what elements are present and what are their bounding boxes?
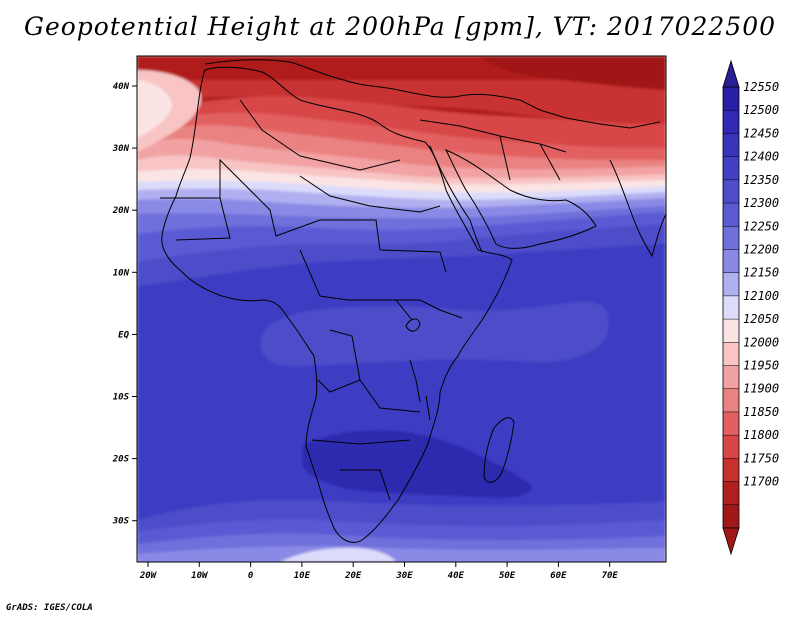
- band-nw-lighter: [137, 80, 172, 138]
- colorbar-label: 11900: [743, 382, 779, 396]
- colorbar-swatch: [723, 133, 739, 158]
- longitude-axis: 20W 10W 0 10E 20E 30E 40E 50E 60E 70E: [139, 562, 619, 581]
- band-south-12300: [137, 533, 666, 562]
- lat-tick-label: 20N: [112, 206, 130, 216]
- lon-tick-label: 50E: [499, 571, 516, 581]
- colorbar-swatch: [723, 504, 739, 529]
- band-south-pale: [280, 547, 396, 562]
- colorbar-swatch: [723, 249, 739, 274]
- arabia-coastline: [444, 149, 597, 249]
- grads-credit: GrADS: IGES/COLA: [6, 603, 93, 613]
- colorbar-swatch: [723, 87, 739, 111]
- colorbar-swatch: [723, 411, 739, 436]
- colorbar-bottom-arrow: [722, 527, 740, 556]
- colorbar-swatch: [723, 365, 739, 390]
- india-coastline: [609, 159, 666, 258]
- latitude-axis: 40N 30N 20N 10N EQ 10S 20S 30S: [112, 82, 137, 527]
- colorbar-swatch: [723, 156, 739, 181]
- lon-tick-label: 70E: [602, 571, 619, 581]
- colorbar-label: 12000: [743, 335, 779, 349]
- lakes: [405, 318, 431, 421]
- colorbar-swatch: [723, 388, 739, 413]
- colorbar-swatch: [723, 226, 739, 250]
- lat-tick-label: 10S: [113, 393, 130, 403]
- plot-frame: [136, 55, 667, 563]
- colorbar-label: 12400: [743, 150, 779, 164]
- band-south-12250: [137, 546, 666, 562]
- lat-tick-label: 40N: [113, 82, 130, 92]
- lon-tick-label: 20E: [344, 571, 362, 581]
- colorbar-swatch: [723, 435, 739, 459]
- lat-tick-label: 30N: [112, 144, 130, 154]
- lat-tick-label: EQ: [118, 330, 129, 340]
- lat-tick-label: 10N: [113, 268, 130, 278]
- lat-tick-label: 20S: [112, 455, 130, 465]
- colorbar-label: 11800: [743, 428, 779, 442]
- colorbar-top-arrow: [722, 59, 740, 88]
- colorbar-swatch: [723, 458, 739, 483]
- colorbar-label: 11750: [743, 451, 779, 465]
- lon-tick-label: 10W: [191, 571, 209, 581]
- band-11800: [137, 80, 666, 132]
- colorbar-swatch: [723, 203, 739, 227]
- colorbar-swatch: [723, 295, 739, 320]
- red-sea: [429, 145, 483, 253]
- lon-tick-label: 0: [248, 571, 254, 581]
- coastlines: [160, 59, 666, 543]
- europe-coastline: [204, 59, 521, 101]
- lon-tick-label: 10E: [294, 571, 311, 581]
- colorbar-label: 12300: [743, 196, 779, 210]
- colorbar-swatch: [723, 481, 739, 506]
- colorbar-label: 12150: [743, 266, 779, 280]
- band-ne-dark: [480, 56, 666, 90]
- colorbar-label: 12100: [743, 289, 779, 303]
- colorbar-swatch: [723, 319, 739, 343]
- borders: [160, 99, 661, 501]
- map-plot-area: [137, 56, 666, 562]
- band-12500: [302, 430, 532, 499]
- colorbar-label: 12200: [743, 242, 779, 256]
- colorbar-label: 11700: [743, 475, 779, 489]
- lat-tick-label: 30S: [112, 517, 130, 527]
- band-equatorial-12400: [260, 301, 609, 367]
- chart-title: Geopotential Height at 200hPa [gpm], VT:…: [23, 12, 777, 41]
- colorbar-label: 12350: [743, 173, 779, 187]
- colorbar: 12550 12500 12450 12400 12350 12300 12250 12200…: [722, 59, 779, 556]
- colorbar-label: 12450: [743, 126, 779, 140]
- lon-tick-label: 30E: [395, 571, 413, 581]
- colorbar-label: 11950: [743, 359, 779, 373]
- colorbar-label: 12050: [743, 312, 779, 326]
- lon-tick-label: 20W: [139, 571, 158, 581]
- colorbar-swatch: [723, 179, 739, 204]
- colorbar-swatch: [723, 272, 739, 297]
- madagascar: [483, 417, 515, 483]
- colorbar-swatch: [723, 110, 739, 134]
- colorbar-label: 11850: [743, 405, 779, 419]
- lon-tick-label: 60E: [550, 571, 567, 581]
- lon-tick-label: 40E: [448, 571, 465, 581]
- colorbar-label: 12550: [743, 80, 779, 94]
- colorbar-label: 12500: [743, 103, 779, 117]
- colorbar-swatch: [723, 342, 739, 367]
- colorbar-label: 12250: [743, 219, 779, 233]
